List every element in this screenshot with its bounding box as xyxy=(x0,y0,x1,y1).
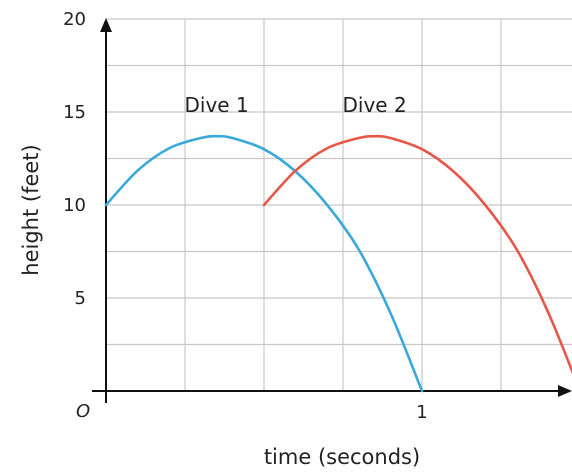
series-line-2 xyxy=(262,134,572,375)
grid xyxy=(106,18,572,391)
y-tick-label: 20 xyxy=(63,9,86,30)
x-axis-arrow xyxy=(558,385,572,397)
y-tick-label: 5 xyxy=(75,288,86,309)
labels: 5 10 15 20 1 Dive 1 Dive 2 xyxy=(63,9,428,423)
y-tick-label: 10 xyxy=(63,195,86,216)
origin-label: O xyxy=(76,401,90,422)
y-axis-arrow xyxy=(100,18,112,32)
x-tick-label: 1 xyxy=(416,402,427,423)
axes xyxy=(92,18,572,403)
series xyxy=(104,134,572,393)
y-axis-label: height (feet) xyxy=(19,144,43,275)
x-axis-label: time (seconds) xyxy=(264,445,420,469)
series-line-1 xyxy=(104,134,424,393)
series-label-1: Dive 1 xyxy=(185,93,249,117)
y-tick-label: 15 xyxy=(63,102,86,123)
series-label-2: Dive 2 xyxy=(343,93,407,117)
